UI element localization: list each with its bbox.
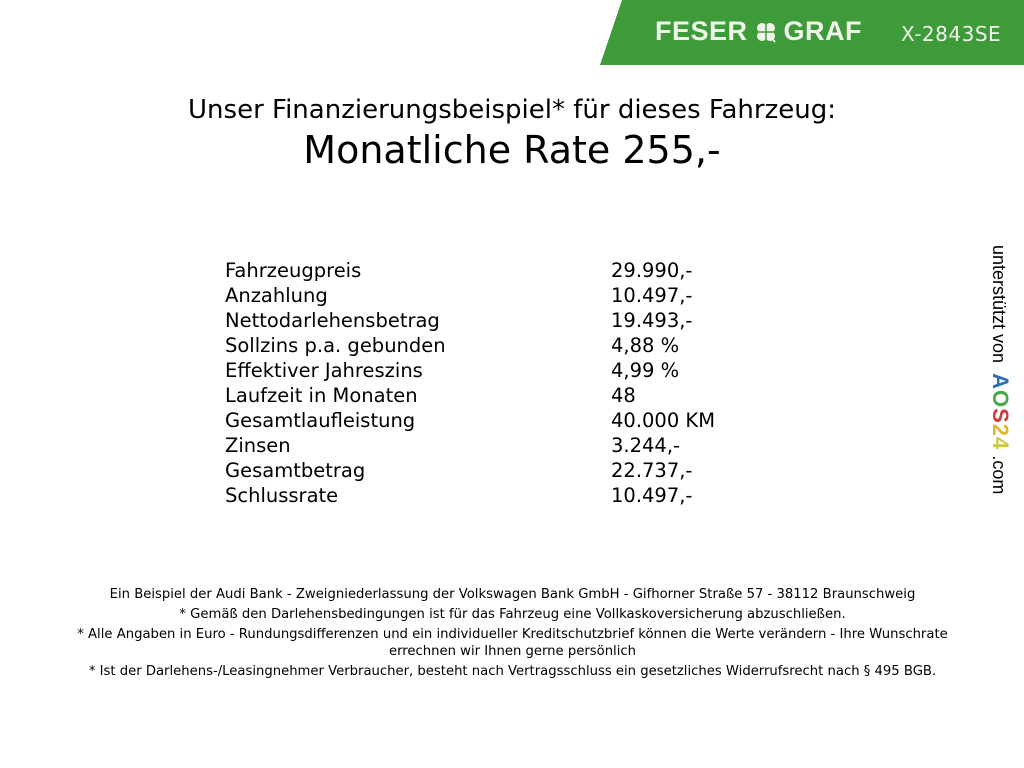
header-banner: [600, 0, 1024, 65]
aos24-logo: AOS24: [988, 373, 1013, 451]
vehicle-code: X-2843SE: [901, 22, 1002, 46]
detail-label: Fahrzeugpreis: [225, 259, 362, 282]
detail-row: Effektiver Jahreszins 4,99 %: [225, 358, 715, 383]
detail-value: 3.244,-: [611, 434, 681, 457]
brand-right: GRAF: [783, 16, 863, 46]
legal-footer: Ein Beispiel der Audi Bank - Zweignieder…: [55, 586, 970, 683]
clover-icon: [755, 21, 776, 43]
financing-details: Fahrzeugpreis 29.990,- Anzahlung 10.497,- …: [225, 258, 715, 508]
supported-by-text: unterstützt von: [989, 245, 1009, 364]
brand-left: FESER: [655, 16, 748, 46]
detail-value: 29.990,-: [611, 259, 693, 282]
detail-value: 10.497,-: [611, 284, 693, 307]
detail-label: Sollzins p.a. gebunden: [225, 334, 446, 357]
detail-label: Schlussrate: [225, 484, 339, 507]
detail-row: Gesamtbetrag 22.737,-: [225, 458, 715, 483]
detail-label: Nettodarlehensbetrag: [225, 309, 440, 332]
detail-value: 48: [611, 384, 636, 407]
detail-value: 22.737,-: [611, 459, 693, 482]
detail-row: Schlussrate 10.497,-: [225, 483, 715, 508]
detail-label: Effektiver Jahreszins: [225, 359, 423, 382]
footer-line: * Gemäß den Darlehensbedingungen ist für…: [179, 607, 846, 622]
detail-row: Anzahlung 10.497,-: [225, 283, 715, 308]
detail-row: Zinsen 3.244,-: [225, 433, 715, 458]
detail-value: 40.000 KM: [611, 409, 716, 432]
detail-value: 4,99 %: [611, 359, 680, 382]
detail-value: 10.497,-: [611, 484, 693, 507]
detail-row: Nettodarlehensbetrag 19.493,-: [225, 308, 715, 333]
detail-label: Gesamtlaufleistung: [225, 409, 416, 432]
detail-row: Fahrzeugpreis 29.990,-: [225, 258, 715, 283]
financing-intro: Unser Finanzierungsbeispiel* für dieses …: [188, 95, 836, 125]
detail-label: Laufzeit in Monaten: [225, 384, 418, 407]
detail-row: Sollzins p.a. gebunden 4,88 %: [225, 333, 715, 358]
supported-by: unterstützt von AOS24 .com: [985, 245, 1015, 530]
detail-label: Anzahlung: [225, 284, 328, 307]
monthly-rate: Monatliche Rate 255,-: [303, 128, 721, 172]
detail-row: Gesamtlaufleistung 40.000 KM: [225, 408, 715, 433]
detail-label: Zinsen: [225, 434, 291, 457]
detail-value: 19.493,-: [611, 309, 693, 332]
footer-line: Ein Beispiel der Audi Bank - Zweignieder…: [109, 587, 916, 602]
detail-value: 4,88 %: [611, 334, 680, 357]
footer-line: * Ist der Darlehens-/Leasingnehmer Verbr…: [88, 664, 937, 679]
footer-line: * Alle Angaben in Euro - Rundungsdiffere…: [77, 627, 948, 659]
detail-label: Gesamtbetrag: [225, 459, 366, 482]
detail-row: Laufzeit in Monaten 48: [225, 383, 715, 408]
brand-logo: FESER GRAF: [655, 16, 862, 47]
supported-by-suffix: .com: [989, 455, 1009, 495]
